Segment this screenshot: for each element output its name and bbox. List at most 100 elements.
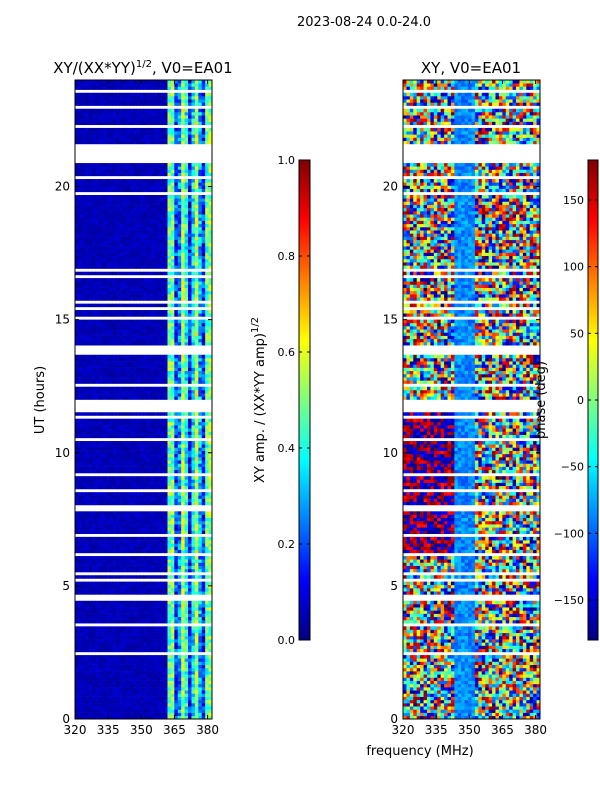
amplitude-cell xyxy=(112,431,117,435)
amplitude-cell xyxy=(167,380,172,384)
amplitude-cell xyxy=(150,536,155,541)
amplitude-cell xyxy=(198,338,203,343)
amplitude-cell xyxy=(143,450,148,455)
amplitude-cell xyxy=(184,236,189,241)
amplitude-cell xyxy=(174,584,179,589)
amplitude-cell xyxy=(205,361,209,365)
amplitude-cell xyxy=(194,536,199,541)
amplitude-cell xyxy=(119,664,124,669)
amplitude-cell xyxy=(191,313,196,317)
amplitude-cell xyxy=(208,239,213,244)
amplitude-cell xyxy=(88,632,93,637)
amplitude-cell xyxy=(184,543,189,547)
amplitude-cell xyxy=(160,501,165,506)
amplitude-cell xyxy=(109,329,114,333)
amplitude-cell xyxy=(143,613,148,618)
amplitude-cell xyxy=(102,709,107,713)
amplitude-cell xyxy=(81,626,86,630)
amplitude-cell xyxy=(170,607,175,611)
amplitude-cell xyxy=(119,699,124,704)
amplitude-cell xyxy=(208,389,213,394)
amplitude-cell xyxy=(167,262,172,266)
amplitude-cell xyxy=(102,249,107,253)
amplitude-cell xyxy=(157,575,162,579)
amplitude-cell xyxy=(98,501,103,506)
amplitude-cell xyxy=(81,671,86,675)
amplitude-cell xyxy=(167,677,172,681)
amplitude-cell xyxy=(170,511,175,515)
amplitude-cell xyxy=(140,386,144,391)
amplitude-cell xyxy=(126,495,131,499)
amplitude-cell xyxy=(122,568,127,573)
amplitude-cell xyxy=(136,639,141,643)
amplitude-cell xyxy=(146,453,151,458)
amplitude-cell xyxy=(194,386,199,391)
amplitude-cell xyxy=(122,575,127,579)
amplitude-cell xyxy=(85,664,90,669)
amplitude-cell xyxy=(112,341,117,346)
amplitude-cell xyxy=(92,476,96,480)
amplitude-cell xyxy=(136,284,141,288)
amplitude-cell xyxy=(184,367,189,372)
amplitude-cell xyxy=(140,514,144,519)
amplitude-cell xyxy=(198,389,203,394)
amplitude-cell xyxy=(153,294,158,298)
amplitude-cell xyxy=(191,607,196,611)
amplitude-cell xyxy=(174,639,179,643)
amplitude-cell xyxy=(150,619,155,624)
amplitude-cell xyxy=(116,341,120,346)
amplitude-cell xyxy=(174,645,179,650)
amplitude-cell xyxy=(198,514,203,519)
amplitude-cell xyxy=(150,645,155,650)
amplitude-cell xyxy=(157,607,162,611)
amplitude-cell xyxy=(133,530,138,534)
amplitude-cell xyxy=(177,380,182,384)
amplitude-cell xyxy=(146,389,151,394)
amplitude-cell xyxy=(201,386,206,391)
amplitude-cell xyxy=(153,389,158,394)
amplitude-cell xyxy=(81,463,86,467)
amplitude-cell xyxy=(95,373,100,378)
amplitude-cell xyxy=(143,549,148,554)
amplitude-cell xyxy=(167,313,172,317)
amplitude-cell xyxy=(157,290,162,295)
amplitude-cell xyxy=(136,693,141,697)
amplitude-cell xyxy=(201,613,206,618)
amplitude-cell xyxy=(191,322,196,327)
amplitude-cell xyxy=(153,377,158,381)
amplitude-cell xyxy=(75,278,79,282)
amplitude-cell xyxy=(78,357,83,362)
amplitude-cell xyxy=(198,575,203,579)
amplitude-cell xyxy=(105,639,110,643)
amplitude-cell xyxy=(81,476,86,480)
amplitude-cell xyxy=(208,667,213,672)
amplitude-cell xyxy=(95,313,100,317)
amplitude-cell xyxy=(201,239,206,244)
amplitude-cell xyxy=(116,326,120,330)
amplitude-cell xyxy=(109,658,114,662)
amplitude-cell xyxy=(133,418,138,423)
amplitude-cell xyxy=(88,715,93,720)
amplitude-cell xyxy=(75,310,79,314)
amplitude-cell xyxy=(129,565,134,570)
amplitude-cell xyxy=(164,485,168,490)
amplitude-cell xyxy=(75,527,79,531)
amplitude-cell xyxy=(75,600,79,605)
amplitude-cell xyxy=(208,322,213,327)
amplitude-cell xyxy=(188,249,192,253)
amplitude-cell xyxy=(157,632,162,637)
amplitude-cell xyxy=(78,281,83,285)
amplitude-cell xyxy=(119,476,124,480)
amplitude-cell xyxy=(143,412,148,416)
amplitude-cell xyxy=(78,262,83,266)
amplitude-cell xyxy=(122,341,127,346)
amplitude-cell xyxy=(136,239,141,244)
amplitude-cell xyxy=(75,319,79,324)
amplitude-cell xyxy=(143,536,148,541)
amplitude-cell xyxy=(109,364,114,368)
amplitude-cell xyxy=(164,667,168,672)
amplitude-cell xyxy=(116,690,120,694)
amplitude-cell xyxy=(150,527,155,531)
amplitude-cell xyxy=(177,450,182,455)
amplitude-cell xyxy=(153,271,158,276)
